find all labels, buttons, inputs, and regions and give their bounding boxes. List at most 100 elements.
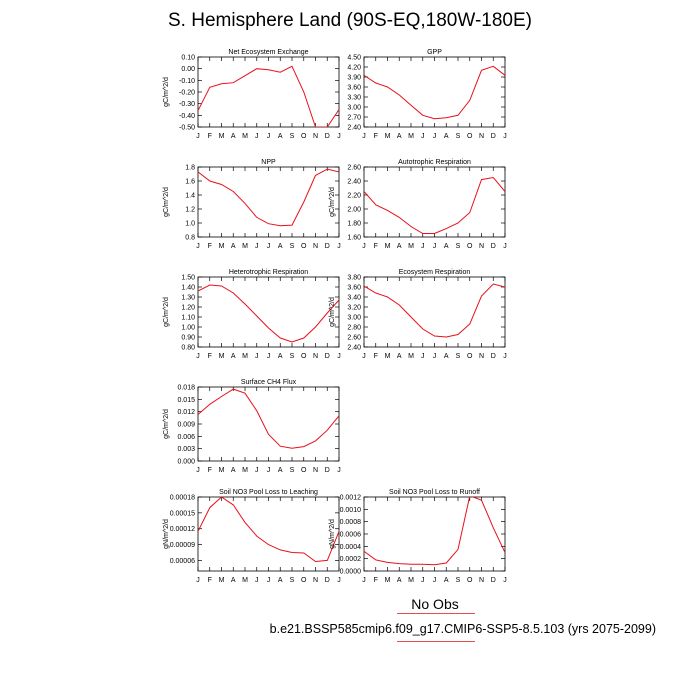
chart-6-series-line xyxy=(364,283,505,338)
chart-5-title: Heterotrophic Respiration xyxy=(229,269,308,276)
chart-4-xtick-label: M xyxy=(385,243,391,250)
chart-4-xtick-label: J xyxy=(503,243,507,250)
chart-9-xtick-label: S xyxy=(456,577,461,584)
chart-6-xtick-label: J xyxy=(362,353,366,360)
chart-1-frame xyxy=(197,56,340,128)
chart-3-ytick-label: 1.6 xyxy=(185,179,195,186)
chart-7-title: Surface CH4 Flux xyxy=(241,379,297,386)
chart-7-xtick-label: D xyxy=(325,467,330,474)
case-line xyxy=(397,641,475,642)
chart-7-ytick-label: 0.015 xyxy=(177,397,195,404)
chart-2-ytick-label: 4.20 xyxy=(347,65,361,72)
chart-1-ytick-label: -0.50 xyxy=(179,125,195,132)
chart-2-ytick-label: 3.00 xyxy=(347,105,361,112)
chart-5-xtick-label: M xyxy=(242,353,248,360)
chart-9-xtick-label: O xyxy=(467,577,473,584)
chart-1-xtick-label: J xyxy=(196,133,200,140)
chart-3-xtick-label: J xyxy=(337,243,341,250)
chart-7-xtick-label: S xyxy=(290,467,295,474)
chart-3-xtick-label: O xyxy=(301,243,307,250)
chart-7-xtick-label: A xyxy=(278,467,283,474)
chart-3-xtick-label: D xyxy=(325,243,330,250)
chart-6-xtick-label: N xyxy=(479,353,484,360)
chart-6-xtick-label: J xyxy=(421,353,425,360)
chart-8-xtick-label: J xyxy=(255,577,259,584)
chart-4-xtick-label: J xyxy=(433,243,437,250)
chart-3-xtick-label: F xyxy=(208,243,212,250)
chart-2-xtick-label: O xyxy=(467,133,473,140)
chart-5-ytick-label: 1.20 xyxy=(181,305,195,312)
chart-9-ytick-label: 0.0008 xyxy=(340,519,362,526)
chart-9-xtick-label: A xyxy=(444,577,449,584)
chart-7-xtick-label: M xyxy=(219,467,225,474)
chart-2-ytick-label: 3.30 xyxy=(347,95,361,102)
chart-2-series-line xyxy=(364,65,505,120)
chart-9-title: Soil NO3 Pool Loss to Runoff xyxy=(389,489,480,496)
chart-1-xtick-label: A xyxy=(278,133,283,140)
chart-6-ytick-label: 3.80 xyxy=(347,275,361,282)
chart-1-ytick-label: -0.30 xyxy=(179,101,195,108)
chart-5-xtick-label: J xyxy=(267,353,271,360)
chart-9-frame xyxy=(363,496,506,572)
chart-2-title: GPP xyxy=(427,49,442,56)
chart-1-xtick-label: F xyxy=(208,133,212,140)
chart-7-ytick-label: 0.009 xyxy=(177,422,195,429)
chart-5-xtick-label: J xyxy=(196,353,200,360)
chart-8-xtick-label: N xyxy=(313,577,318,584)
chart-9-xtick-label: N xyxy=(479,577,484,584)
chart-5-ytick-label: 1.30 xyxy=(181,295,195,302)
chart-9-xtick-label: D xyxy=(491,577,496,584)
chart-9-ylabel: gN/m^2/d xyxy=(329,519,336,549)
chart-2-ytick-label: 3.90 xyxy=(347,75,361,82)
chart-2-xtick-label: A xyxy=(444,133,449,140)
chart-1-ytick-label: -0.40 xyxy=(179,113,195,120)
chart-6-title: Ecosystem Respiration xyxy=(399,269,471,276)
chart-6-ytick-label: 2.60 xyxy=(347,335,361,342)
chart-9-series-line xyxy=(364,497,505,566)
chart-6-xtick-label: S xyxy=(456,353,461,360)
chart-9-xtick-label: J xyxy=(503,577,507,584)
chart-8-ytick-label: 0.00012 xyxy=(170,526,195,533)
chart-8-xtick-label: A xyxy=(278,577,283,584)
chart-4-xtick-label: S xyxy=(456,243,461,250)
chart-8-ytick-label: 0.00015 xyxy=(170,510,195,517)
chart-3-ytick-label: 0.8 xyxy=(185,235,195,242)
chart-6-xtick-label: A xyxy=(444,353,449,360)
chart-9-xtick-label: F xyxy=(374,577,378,584)
legend-case-label: b.e21.BSSP585cmip6.f09_g17.CMIP6-SSP5-8.… xyxy=(269,622,656,636)
chart-5-xtick-label: J xyxy=(337,353,341,360)
chart-1-xtick-label: J xyxy=(255,133,259,140)
chart-9-xtick-label: J xyxy=(421,577,425,584)
chart-3-ytick-label: 1.0 xyxy=(185,221,195,228)
chart-8-frame xyxy=(197,496,340,572)
chart-8-ytick-label: 0.00018 xyxy=(170,495,195,502)
chart-8-xtick-label: J xyxy=(337,577,341,584)
chart-9-xtick-label: M xyxy=(408,577,414,584)
chart-3-xtick-label: N xyxy=(313,243,318,250)
chart-7-ylabel: gC/m^2/d xyxy=(163,409,170,439)
chart-8-series-line xyxy=(198,497,339,563)
chart-3-ytick-label: 1.2 xyxy=(185,207,195,214)
chart-9-ytick-label: 0.0006 xyxy=(340,532,362,539)
chart-1-xtick-label: N xyxy=(313,133,318,140)
chart-5-ytick-label: 1.50 xyxy=(181,275,195,282)
chart-9-ytick-label: 0.0002 xyxy=(340,556,362,563)
chart-2-xtick-label: F xyxy=(374,133,378,140)
chart-8-title: Soil NO3 Pool Loss to Leaching xyxy=(219,489,318,496)
chart-1-ytick-label: 0.10 xyxy=(181,55,195,62)
chart-9-xtick-label: M xyxy=(385,577,391,584)
chart-7-xtick-label: F xyxy=(208,467,212,474)
chart-9-ytick-label: 0.0000 xyxy=(340,569,362,576)
chart-3-ylabel: gC/m^2/d xyxy=(163,187,170,217)
chart-6-xtick-label: M xyxy=(385,353,391,360)
chart-4-ytick-label: 1.80 xyxy=(347,221,361,228)
chart-4-xtick-label: A xyxy=(444,243,449,250)
chart-1-ytick-label: 0.00 xyxy=(181,66,195,73)
chart-5-frame xyxy=(197,276,340,348)
chart-7-xtick-label: A xyxy=(231,467,236,474)
chart-2-xtick-label: J xyxy=(362,133,366,140)
chart-4-xtick-label: D xyxy=(491,243,496,250)
chart-1-xtick-label: A xyxy=(231,133,236,140)
chart-6-xtick-label: J xyxy=(503,353,507,360)
chart-6-ylabel: gC/m^2/d xyxy=(329,297,336,327)
